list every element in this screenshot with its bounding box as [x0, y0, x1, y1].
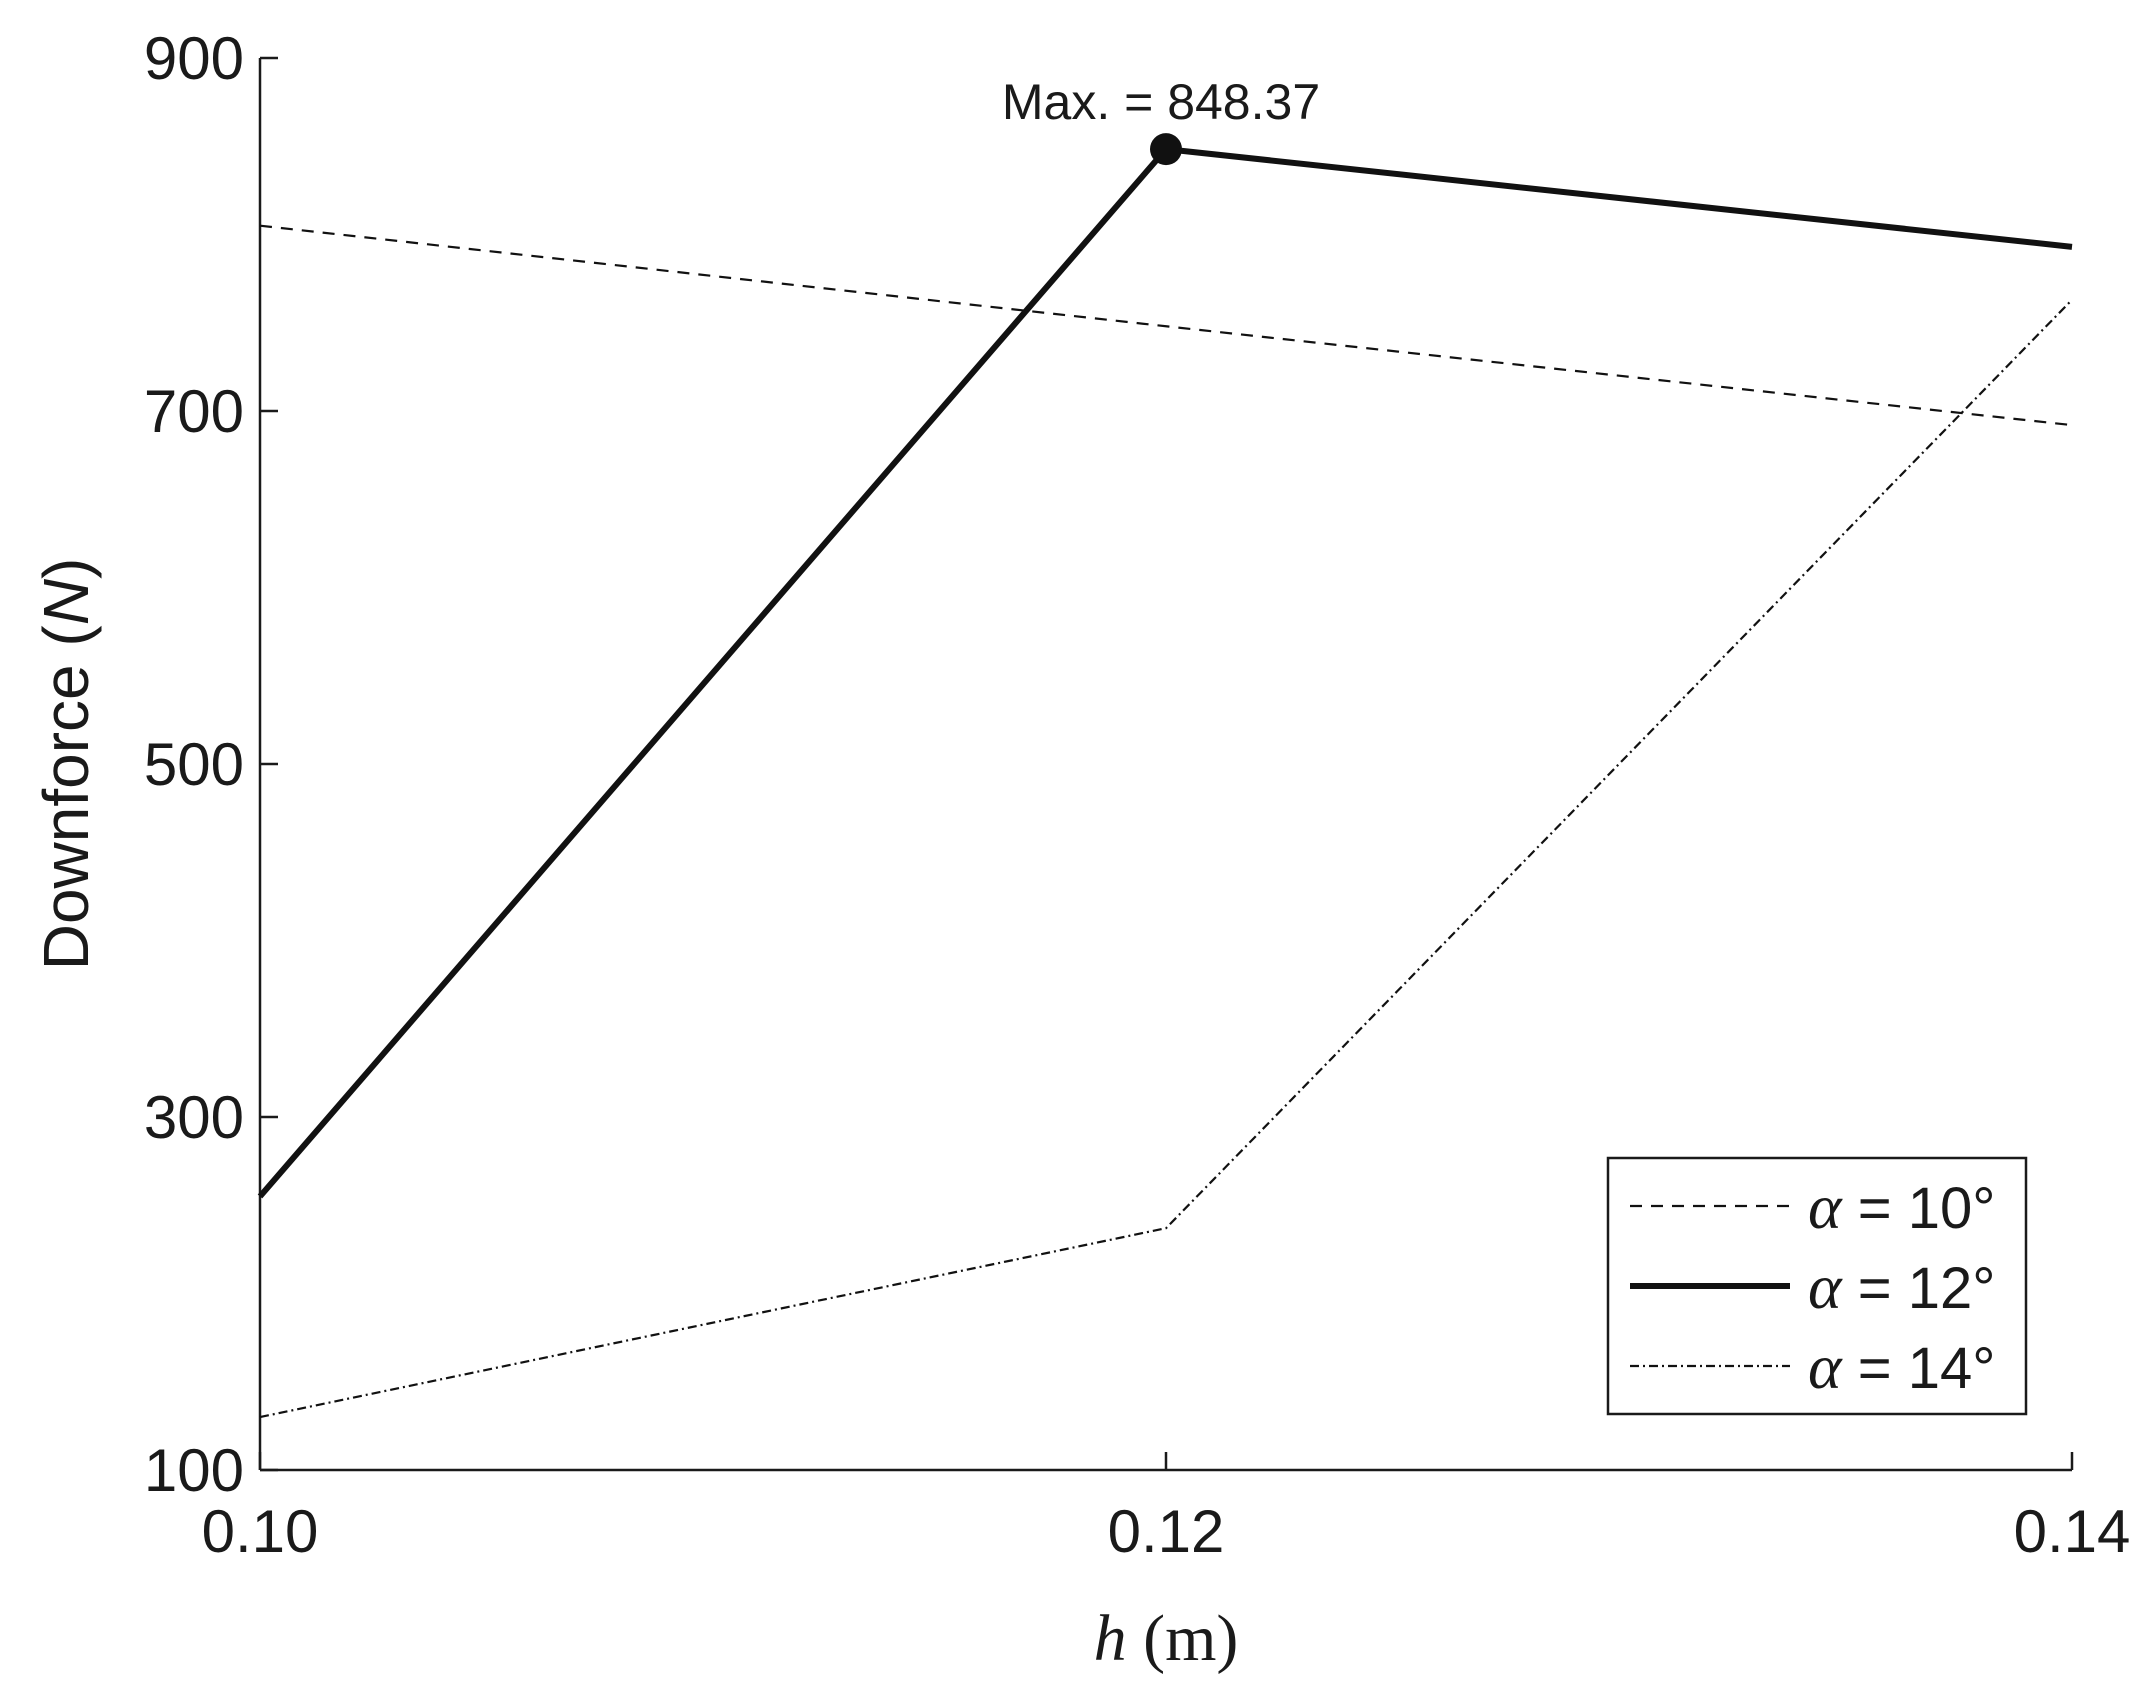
legend: α = 10° α = 12° α = 14°	[1606, 1156, 2028, 1416]
x-tick-label: 0.12	[1108, 1498, 1225, 1565]
legend-label-1: α = 12°	[1808, 1251, 1995, 1322]
y-tick-label: 100	[144, 1437, 244, 1504]
max-annotation-label: Max. = 848.37	[1002, 74, 1320, 130]
x-axis-title: h (m)	[1094, 1602, 1239, 1675]
y-tick-label: 500	[144, 731, 244, 798]
y-axis-title: Downforce (N)	[30, 558, 102, 971]
x-tick-label: 0.14	[2014, 1498, 2131, 1565]
axes: 100 300 500 700 900 0.10 0.12 0.14 Downforce (N)…	[30, 25, 2130, 1675]
series-line-1	[257, 146, 2073, 1199]
max-point-marker	[1150, 133, 1182, 166]
series-line-2	[259, 299, 2073, 1419]
series-line-0	[259, 224, 2073, 427]
y-tick-label: 700	[144, 378, 244, 445]
legend-label-0: α = 10°	[1808, 1171, 1995, 1242]
legend-label-2: α = 14°	[1808, 1331, 1995, 1402]
y-tick-label: 900	[144, 25, 244, 92]
y-tick-label: 300	[144, 1084, 244, 1151]
max-annotation: Max. = 848.37	[1002, 74, 1320, 166]
x-tick-label: 0.10	[202, 1498, 319, 1565]
